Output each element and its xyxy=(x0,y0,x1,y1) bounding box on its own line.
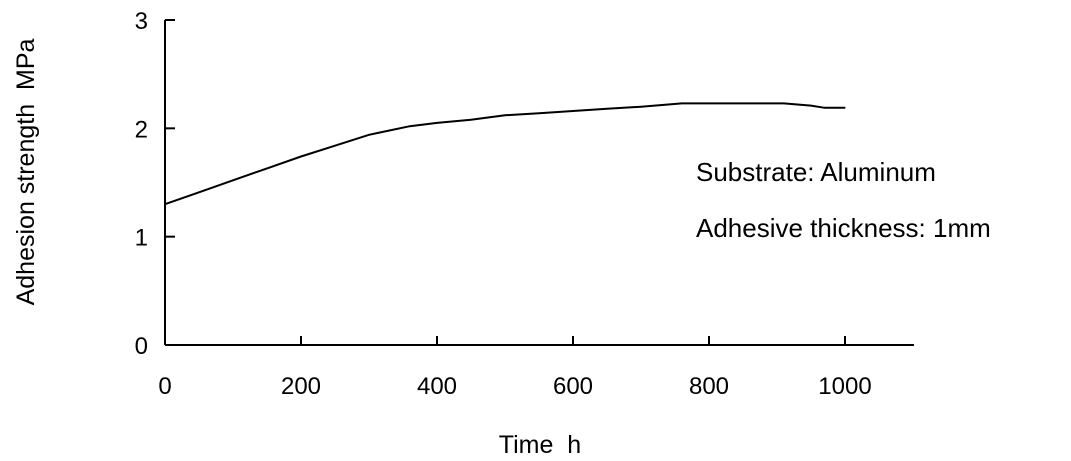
data-point xyxy=(368,134,370,136)
x-tick-label: 0 xyxy=(158,373,171,400)
y-tick-label: 2 xyxy=(135,116,148,143)
data-point xyxy=(640,106,642,108)
data-point xyxy=(606,108,608,110)
data-point xyxy=(824,107,826,109)
data-point xyxy=(409,125,411,127)
x-tick-label: 600 xyxy=(553,373,593,400)
data-point xyxy=(388,129,390,132)
axes xyxy=(164,20,914,346)
data-point xyxy=(538,112,540,114)
data-point xyxy=(844,107,846,109)
data-point xyxy=(681,102,683,105)
y-tick-label: 3 xyxy=(135,8,148,35)
data-point xyxy=(742,102,744,105)
x-tick-label: 1000 xyxy=(818,373,871,400)
data-point xyxy=(198,191,200,193)
data-points xyxy=(164,102,846,205)
data-point xyxy=(232,179,234,181)
data-point xyxy=(810,104,812,107)
annotation-substrate: Substrate: Aluminum xyxy=(696,157,936,187)
data-point xyxy=(266,167,268,170)
series-line xyxy=(164,102,845,206)
data-point xyxy=(436,122,438,124)
y-tick-label: 1 xyxy=(135,225,148,252)
data-point xyxy=(470,119,472,121)
x-tick-label: 200 xyxy=(281,373,321,400)
data-point xyxy=(504,114,506,116)
data-point xyxy=(334,145,336,147)
data-point xyxy=(708,102,710,105)
y-tick-label: 0 xyxy=(135,333,148,360)
annotation-thickness: Adhesive thickness: 1mm xyxy=(696,213,991,243)
data-point xyxy=(164,203,166,205)
x-axis-label: Time h xyxy=(499,431,581,459)
ticks xyxy=(164,19,846,346)
data-point xyxy=(572,110,574,112)
x-tick-label: 800 xyxy=(689,373,729,400)
tick-labels: 0 200 400 600 800 1000 0 1 2 3 xyxy=(135,8,872,400)
data-point xyxy=(783,102,785,105)
data-point xyxy=(300,155,302,158)
x-tick-label: 400 xyxy=(417,373,457,400)
y-axis-label: Adhesion strength MPa xyxy=(12,38,40,305)
